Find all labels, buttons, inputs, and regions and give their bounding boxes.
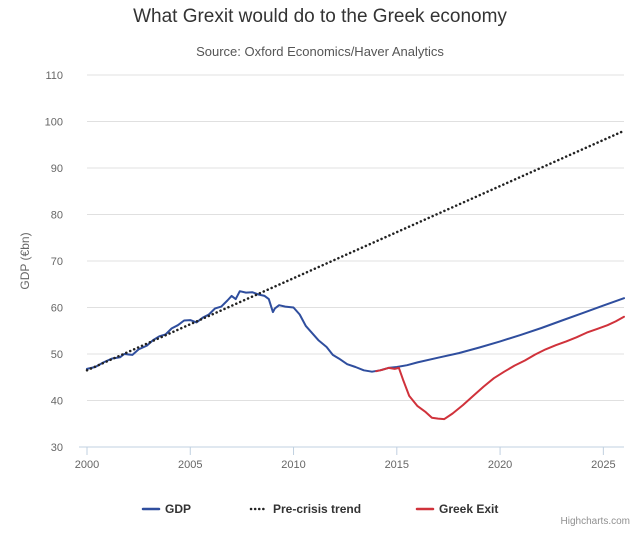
legend: GDP Pre-crisis trend Greek Exit [141,502,498,516]
y-tick-label: 40 [51,396,63,408]
y-axis-label: GDP (€bn) [18,232,32,289]
y-tick-label: 30 [51,442,63,454]
series-line-greek-exit [375,315,625,421]
x-tick-label: 2010 [281,459,305,471]
y-tick-label: 110 [45,70,63,82]
y-tick-label: 60 [51,303,63,315]
legend-label: Pre-crisis trend [273,502,361,516]
series-line-gdp [86,290,625,373]
y-tick-label: 100 [45,117,63,129]
legend-label: GDP [165,502,191,516]
legend-label: Greek Exit [439,502,498,516]
y-tick-label: 80 [51,210,63,222]
y-tick-labels: 30 40 50 60 70 80 90 100 110 [45,70,63,454]
x-tick-labels: 2000 2005 2010 2015 2020 2025 [75,459,616,471]
x-axis [79,446,624,455]
legend-item-pre-crisis-trend[interactable]: Pre-crisis trend [249,502,361,516]
chart-subtitle: Source: Oxford Economics/Haver Analytics [196,44,444,59]
x-tick-label: 2000 [75,459,99,471]
x-tick-label: 2025 [591,459,615,471]
credits-link[interactable]: Highcharts.com [560,516,630,527]
x-tick-label: 2015 [385,459,409,471]
x-tick-label: 2020 [488,459,512,471]
chart-title: What Grexit would do to the Greek econom… [133,6,507,27]
y-tick-label: 70 [51,256,63,268]
legend-item-greek-exit[interactable]: Greek Exit [415,502,498,516]
y-gridlines [87,74,624,448]
series-line-pre-crisis-trend [85,129,626,372]
x-tick-label: 2005 [178,459,202,471]
y-tick-label: 50 [51,349,63,361]
series-lines [85,129,626,421]
y-tick-label: 90 [51,163,63,175]
legend-item-gdp[interactable]: GDP [141,502,191,516]
